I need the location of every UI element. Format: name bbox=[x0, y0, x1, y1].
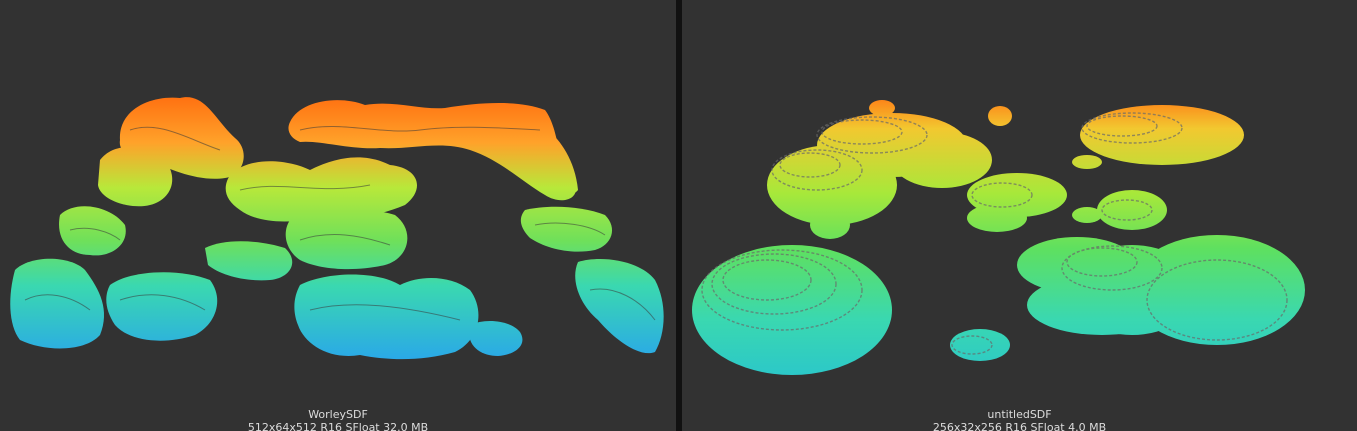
panel-divider[interactable] bbox=[676, 0, 682, 431]
untitled-sdf-render bbox=[692, 100, 1305, 375]
worley-sdf-render bbox=[10, 97, 664, 360]
worley-blob-group bbox=[10, 97, 664, 360]
preview-caption-untitled: untitledSDF 256x32x256 R16 SFloat 4.0 MB bbox=[682, 408, 1357, 431]
preview-caption-worley: WorleySDF 512x64x512 R16 SFloat 32.0 MB bbox=[0, 408, 676, 431]
preview-panel-worley[interactable]: WorleySDF 512x64x512 R16 SFloat 32.0 MB bbox=[0, 0, 676, 431]
worley-texture-lines bbox=[24, 125, 656, 321]
sdf-sphere-group bbox=[692, 100, 1305, 375]
texture-name-label: WorleySDF bbox=[308, 408, 368, 421]
preview-panel-untitled[interactable]: untitledSDF 256x32x256 R16 SFloat 4.0 MB bbox=[682, 0, 1357, 431]
texture-name-label: untitledSDF bbox=[987, 408, 1052, 421]
sdf-contour-rings bbox=[701, 112, 1288, 355]
texture-info-label: 512x64x512 R16 SFloat 32.0 MB bbox=[247, 421, 429, 431]
texture-info-label: 256x32x256 R16 SFloat 4.0 MB bbox=[932, 421, 1107, 431]
